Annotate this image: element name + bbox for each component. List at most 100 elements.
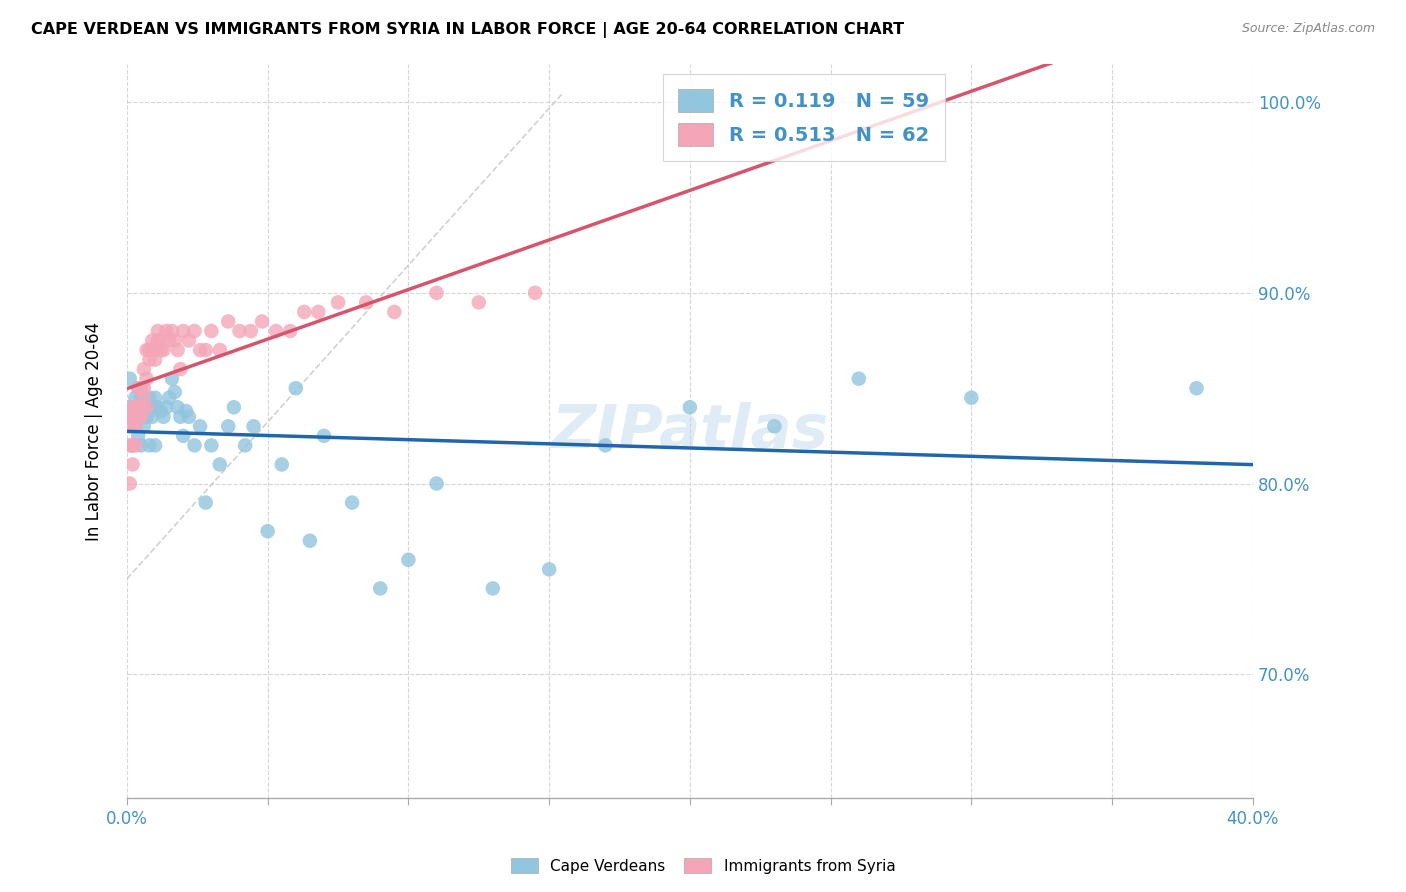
Point <box>135 401 157 415</box>
Point <box>127 401 149 415</box>
Point <box>160 372 183 386</box>
Point <box>135 401 157 415</box>
Point <box>129 409 152 424</box>
Point <box>129 438 152 452</box>
Point <box>278 324 301 338</box>
Point <box>200 324 222 338</box>
Point <box>396 553 419 567</box>
Text: Source: ZipAtlas.com: Source: ZipAtlas.com <box>1241 22 1375 36</box>
Point <box>118 476 141 491</box>
Point <box>149 334 172 348</box>
Point <box>124 438 146 452</box>
Point <box>132 362 155 376</box>
Point <box>124 419 146 434</box>
Point <box>132 419 155 434</box>
Point <box>194 343 217 357</box>
Point <box>124 401 146 415</box>
Point <box>143 343 166 357</box>
Text: ZIPatlas: ZIPatlas <box>551 401 828 460</box>
Point <box>183 438 205 452</box>
Point <box>143 438 166 452</box>
Point <box>188 419 211 434</box>
Point <box>163 384 186 399</box>
Point <box>121 438 143 452</box>
Point <box>292 305 315 319</box>
Point <box>239 324 262 338</box>
Point <box>135 372 157 386</box>
Point <box>208 343 231 357</box>
Point <box>129 401 152 415</box>
Point <box>129 391 152 405</box>
Point <box>595 438 617 452</box>
Point <box>135 409 157 424</box>
Point <box>188 343 211 357</box>
Point <box>242 419 264 434</box>
Point <box>174 404 197 418</box>
Point <box>166 401 188 415</box>
Point <box>169 362 191 376</box>
Y-axis label: In Labor Force | Age 20-64: In Labor Force | Age 20-64 <box>86 321 103 541</box>
Point <box>118 401 141 415</box>
Point <box>118 438 141 452</box>
Point <box>129 381 152 395</box>
Point <box>298 533 321 548</box>
Point <box>157 334 180 348</box>
Point <box>152 409 174 424</box>
Point <box>118 419 141 434</box>
Point <box>848 372 870 386</box>
Point <box>121 409 143 424</box>
Point <box>155 401 177 415</box>
Point <box>368 582 391 596</box>
Point <box>143 391 166 405</box>
Point <box>146 324 169 338</box>
Text: CAPE VERDEAN VS IMMIGRANTS FROM SYRIA IN LABOR FORCE | AGE 20-64 CORRELATION CHA: CAPE VERDEAN VS IMMIGRANTS FROM SYRIA IN… <box>31 22 904 38</box>
Point <box>127 381 149 395</box>
Point <box>146 334 169 348</box>
Point <box>163 334 186 348</box>
Point <box>121 438 143 452</box>
Point <box>524 285 547 300</box>
Point <box>124 409 146 424</box>
Point <box>307 305 329 319</box>
Point <box>124 419 146 434</box>
Point <box>482 582 505 596</box>
Point <box>152 343 174 357</box>
Point <box>270 458 292 472</box>
Point <box>177 334 200 348</box>
Point <box>138 343 160 357</box>
Point <box>208 458 231 472</box>
Point <box>354 295 377 310</box>
Point <box>138 438 160 452</box>
Point <box>138 391 160 405</box>
Point <box>960 391 983 405</box>
Point <box>132 401 155 415</box>
Legend: R = 0.119   N = 59, R = 0.513   N = 62: R = 0.119 N = 59, R = 0.513 N = 62 <box>662 74 945 161</box>
Point <box>127 409 149 424</box>
Point <box>141 401 163 415</box>
Point <box>233 438 256 452</box>
Point <box>141 334 163 348</box>
Point <box>138 352 160 367</box>
Point <box>166 343 188 357</box>
Point <box>177 409 200 424</box>
Legend: Cape Verdeans, Immigrants from Syria: Cape Verdeans, Immigrants from Syria <box>505 852 901 880</box>
Point <box>340 495 363 509</box>
Point <box>425 476 447 491</box>
Point <box>143 352 166 367</box>
Point <box>149 404 172 418</box>
Point <box>679 401 702 415</box>
Point <box>326 295 349 310</box>
Point <box>141 343 163 357</box>
Point <box>250 314 273 328</box>
Point <box>118 372 141 386</box>
Point <box>127 381 149 395</box>
Point <box>169 409 191 424</box>
Point <box>118 409 141 424</box>
Point <box>157 391 180 405</box>
Point <box>132 381 155 395</box>
Point <box>124 391 146 405</box>
Point <box>135 343 157 357</box>
Point <box>228 324 250 338</box>
Point <box>217 314 239 328</box>
Point <box>264 324 287 338</box>
